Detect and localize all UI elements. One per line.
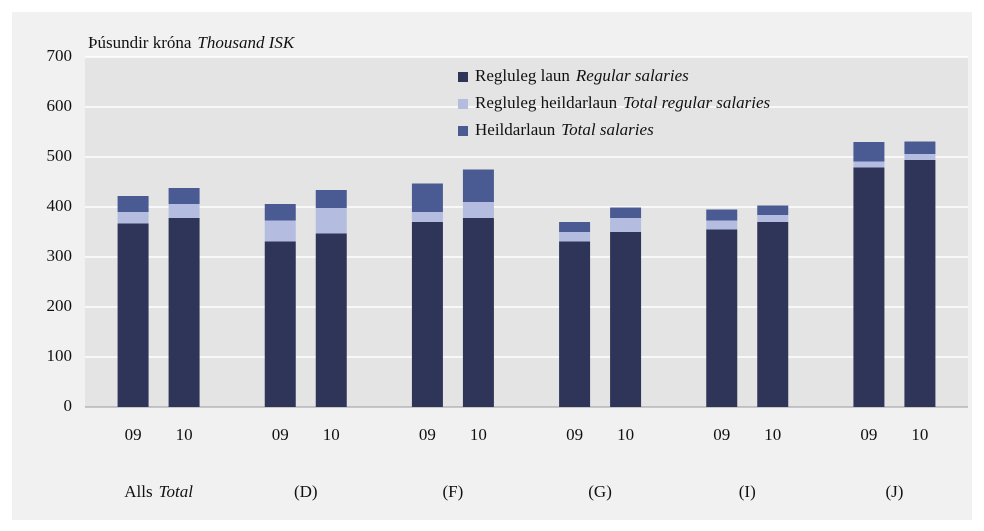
- bar-segment: [904, 160, 936, 407]
- x-tick-label: 09: [419, 425, 436, 444]
- legend-name-en: Total salaries: [561, 120, 654, 139]
- group-label: (I): [739, 482, 756, 501]
- bar-segment: [757, 222, 789, 407]
- x-tick-label: 10: [911, 425, 928, 444]
- bar-segment: [462, 218, 494, 407]
- legend-name: Heildarlaun: [475, 120, 556, 139]
- y-tick-label: 200: [47, 296, 73, 315]
- group-label: (F): [443, 482, 464, 501]
- group-label-is: (J): [885, 482, 903, 501]
- group-label-is: (F): [443, 482, 464, 501]
- group-label-is: (G): [588, 482, 612, 501]
- legend-name: Regluleg heildarlaun: [475, 93, 618, 112]
- y-axis-label-is: Þúsundir króna: [88, 33, 192, 52]
- y-axis-label: Þúsundir króna Thousand ISK: [88, 33, 296, 52]
- y-axis-label-en: Thousand ISK: [197, 33, 295, 52]
- bar-segment: [853, 142, 885, 162]
- x-tick-label: 09: [125, 425, 142, 444]
- legend-name: Regluleg laun: [475, 66, 570, 85]
- bar-segment: [757, 215, 789, 222]
- bar-segment: [706, 209, 738, 221]
- bar-segment: [168, 204, 200, 218]
- bar-segment: [315, 190, 347, 208]
- x-tick-label: 10: [323, 425, 340, 444]
- group-label: Alls Total: [124, 482, 193, 501]
- y-tick-label: 300: [47, 246, 73, 265]
- bar-segment: [264, 241, 296, 407]
- bar-segment: [462, 202, 494, 218]
- bar-segment: [117, 196, 149, 212]
- bar-segment: [559, 241, 591, 407]
- legend-swatch: [458, 72, 468, 82]
- bar-segment: [559, 222, 591, 232]
- bar-segment: [462, 169, 494, 202]
- bar-segment: [117, 212, 149, 224]
- bar-segment: [264, 204, 296, 221]
- y-tick-label: 100: [47, 346, 73, 365]
- bar-segment: [706, 229, 738, 407]
- group-label-is: (I): [739, 482, 756, 501]
- bar-segment: [411, 222, 443, 407]
- bar-segment: [853, 161, 885, 168]
- x-tick-label: 10: [764, 425, 781, 444]
- x-tick-label: 09: [860, 425, 877, 444]
- bar-segment: [904, 141, 936, 154]
- y-tick-label: 500: [47, 146, 73, 165]
- bar-segment: [853, 167, 885, 407]
- group-label-en: Total: [159, 482, 194, 501]
- plot-area: [85, 57, 968, 407]
- bar-segment: [168, 218, 200, 407]
- bar-segment: [315, 233, 347, 407]
- bar-segment: [706, 220, 738, 230]
- bar-segment: [315, 208, 347, 234]
- legend-swatch: [458, 99, 468, 109]
- bar-segment: [411, 212, 443, 222]
- bar-segment: [904, 154, 936, 160]
- y-tick-label: 700: [47, 46, 73, 65]
- legend-entry: Regluleg heildarlaun Total regular salari…: [475, 93, 771, 112]
- bar-segment: [411, 183, 443, 212]
- group-label: (J): [885, 482, 903, 501]
- bar-segment: [168, 188, 200, 204]
- group-label-is: (D): [294, 482, 318, 501]
- legend-entry: Regluleg laun Regular salaries: [475, 66, 689, 85]
- legend-name-en: Regular salaries: [575, 66, 689, 85]
- y-tick-label: 0: [64, 396, 73, 415]
- x-tick-label: 09: [272, 425, 289, 444]
- x-tick-label: 10: [176, 425, 193, 444]
- bar-segment: [264, 220, 296, 242]
- legend-swatch: [458, 126, 468, 136]
- x-tick-label: 10: [617, 425, 634, 444]
- group-label-is: Alls: [124, 482, 152, 501]
- group-label: (D): [294, 482, 318, 501]
- bar-segment: [610, 207, 642, 218]
- group-label: (G): [588, 482, 612, 501]
- bar-segment: [610, 232, 642, 407]
- bar-segment: [559, 232, 591, 242]
- legend-entry: Heildarlaun Total salaries: [475, 120, 654, 139]
- x-tick-label: 09: [566, 425, 583, 444]
- x-tick-label: 09: [713, 425, 730, 444]
- legend-name-en: Total regular salaries: [623, 93, 770, 112]
- y-tick-label: 400: [47, 196, 73, 215]
- y-tick-label: 600: [47, 96, 73, 115]
- bar-segment: [757, 205, 789, 215]
- x-tick-label: 10: [470, 425, 487, 444]
- bar-segment: [117, 223, 149, 407]
- bar-segment: [610, 218, 642, 232]
